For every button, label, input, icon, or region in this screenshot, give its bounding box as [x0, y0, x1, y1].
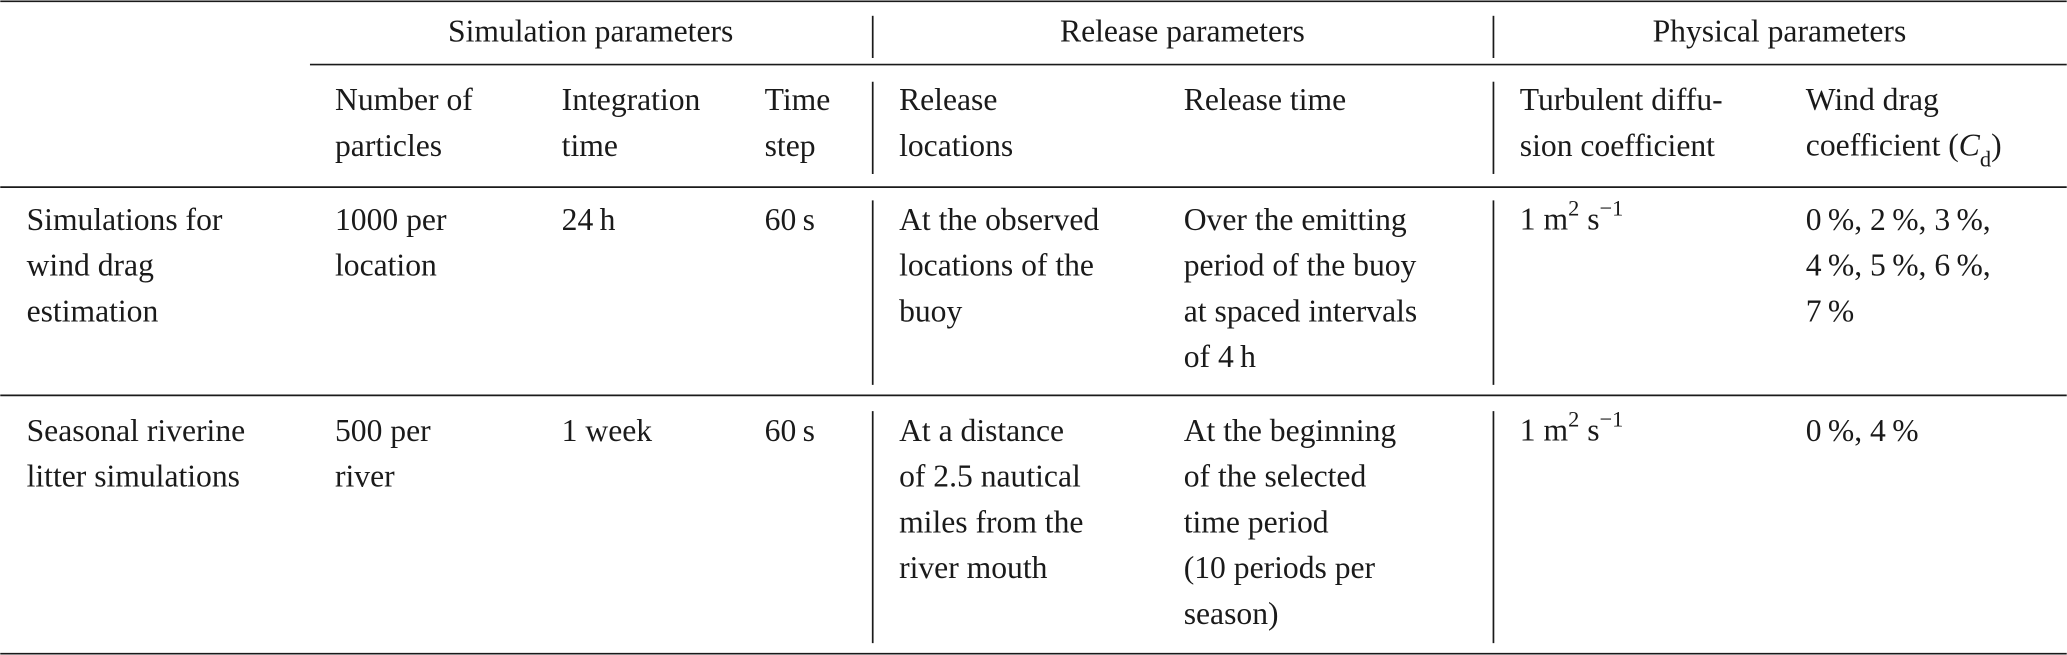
- cell-text: of the selected: [1184, 459, 1367, 494]
- column-header: Release: [899, 82, 997, 117]
- cell-text: 1 week: [562, 413, 653, 448]
- column-header: Release time: [1184, 82, 1346, 117]
- cell-text: of 4 h: [1184, 339, 1256, 374]
- cell-text: 1000 per: [335, 202, 447, 237]
- text-segment: 2: [1568, 406, 1579, 431]
- text-segment: s: [1579, 202, 1599, 237]
- cell-text: 24 h: [562, 202, 616, 237]
- text-segment: C: [1959, 128, 1981, 163]
- column-header: Integration: [562, 82, 701, 117]
- cell-text: 7 %: [1806, 293, 1854, 328]
- column-header: Turbulent diffu-: [1520, 82, 1723, 117]
- column-header: coefficient (Cd): [1806, 128, 2002, 171]
- row-label: wind drag: [27, 248, 154, 283]
- cell-text: time period: [1184, 504, 1329, 539]
- cell-text: 1 m2 s−1: [1520, 406, 1624, 448]
- row-label: Simulations for: [27, 202, 223, 237]
- cell-text: At a distance: [899, 413, 1064, 448]
- cell-text: season): [1184, 596, 1279, 631]
- group-header: Physical parameters: [1653, 14, 1907, 49]
- cell-text: location: [335, 248, 437, 283]
- text-segment: 2: [1568, 195, 1579, 220]
- column-header: time: [562, 128, 618, 163]
- cell-text: 4 %, 5 %, 6 %,: [1806, 248, 1991, 283]
- cell-text: river mouth: [899, 550, 1048, 585]
- cell-text: 60 s: [765, 413, 815, 448]
- column-header: Number of: [335, 82, 473, 117]
- cell-text: 500 per: [335, 413, 431, 448]
- column-header: step: [765, 128, 816, 163]
- cell-text: 1 m2 s−1: [1520, 195, 1624, 237]
- group-header: Release parameters: [1060, 14, 1305, 49]
- cell-text: 0 %, 2 %, 3 %,: [1806, 202, 1991, 237]
- text-segment: coefficient (: [1806, 128, 1959, 163]
- column-header: Time: [765, 82, 831, 117]
- cell-text: of 2.5 nautical: [899, 459, 1081, 494]
- cell-text: buoy: [899, 293, 962, 328]
- group-header: Simulation parameters: [448, 14, 733, 49]
- text-segment: s: [1579, 413, 1599, 448]
- column-header: particles: [335, 128, 442, 163]
- cell-text: river: [335, 459, 395, 494]
- text-segment: −1: [1600, 195, 1624, 220]
- column-separators: [871, 15, 1495, 644]
- cell-text: at spaced intervals: [1184, 293, 1417, 328]
- text-segment: ): [1991, 128, 2002, 163]
- column-header: Wind drag: [1806, 82, 1939, 117]
- cell-text: miles from the: [899, 504, 1083, 539]
- row-label: litter simulations: [27, 459, 240, 494]
- cell-text: Over the emitting: [1184, 202, 1407, 237]
- cell-text: (10 periods per: [1184, 550, 1376, 585]
- cell-text: At the observed: [899, 202, 1099, 237]
- cell-text: 0 %, 4 %: [1806, 413, 1919, 448]
- column-header: sion coefficient: [1520, 128, 1715, 163]
- row-label: estimation: [27, 293, 159, 328]
- column-header: locations: [899, 128, 1013, 163]
- cell-text: period of the buoy: [1184, 248, 1417, 283]
- row-label: Seasonal riverine: [27, 413, 246, 448]
- cell-text: At the beginning: [1184, 413, 1397, 448]
- cell-text: locations of the: [899, 248, 1094, 283]
- text-segment: 1 m: [1520, 202, 1569, 237]
- text-segment: 1 m: [1520, 413, 1569, 448]
- text-segment: d: [1980, 146, 1991, 171]
- text-segment: −1: [1600, 406, 1624, 431]
- cell-text: 60 s: [765, 202, 815, 237]
